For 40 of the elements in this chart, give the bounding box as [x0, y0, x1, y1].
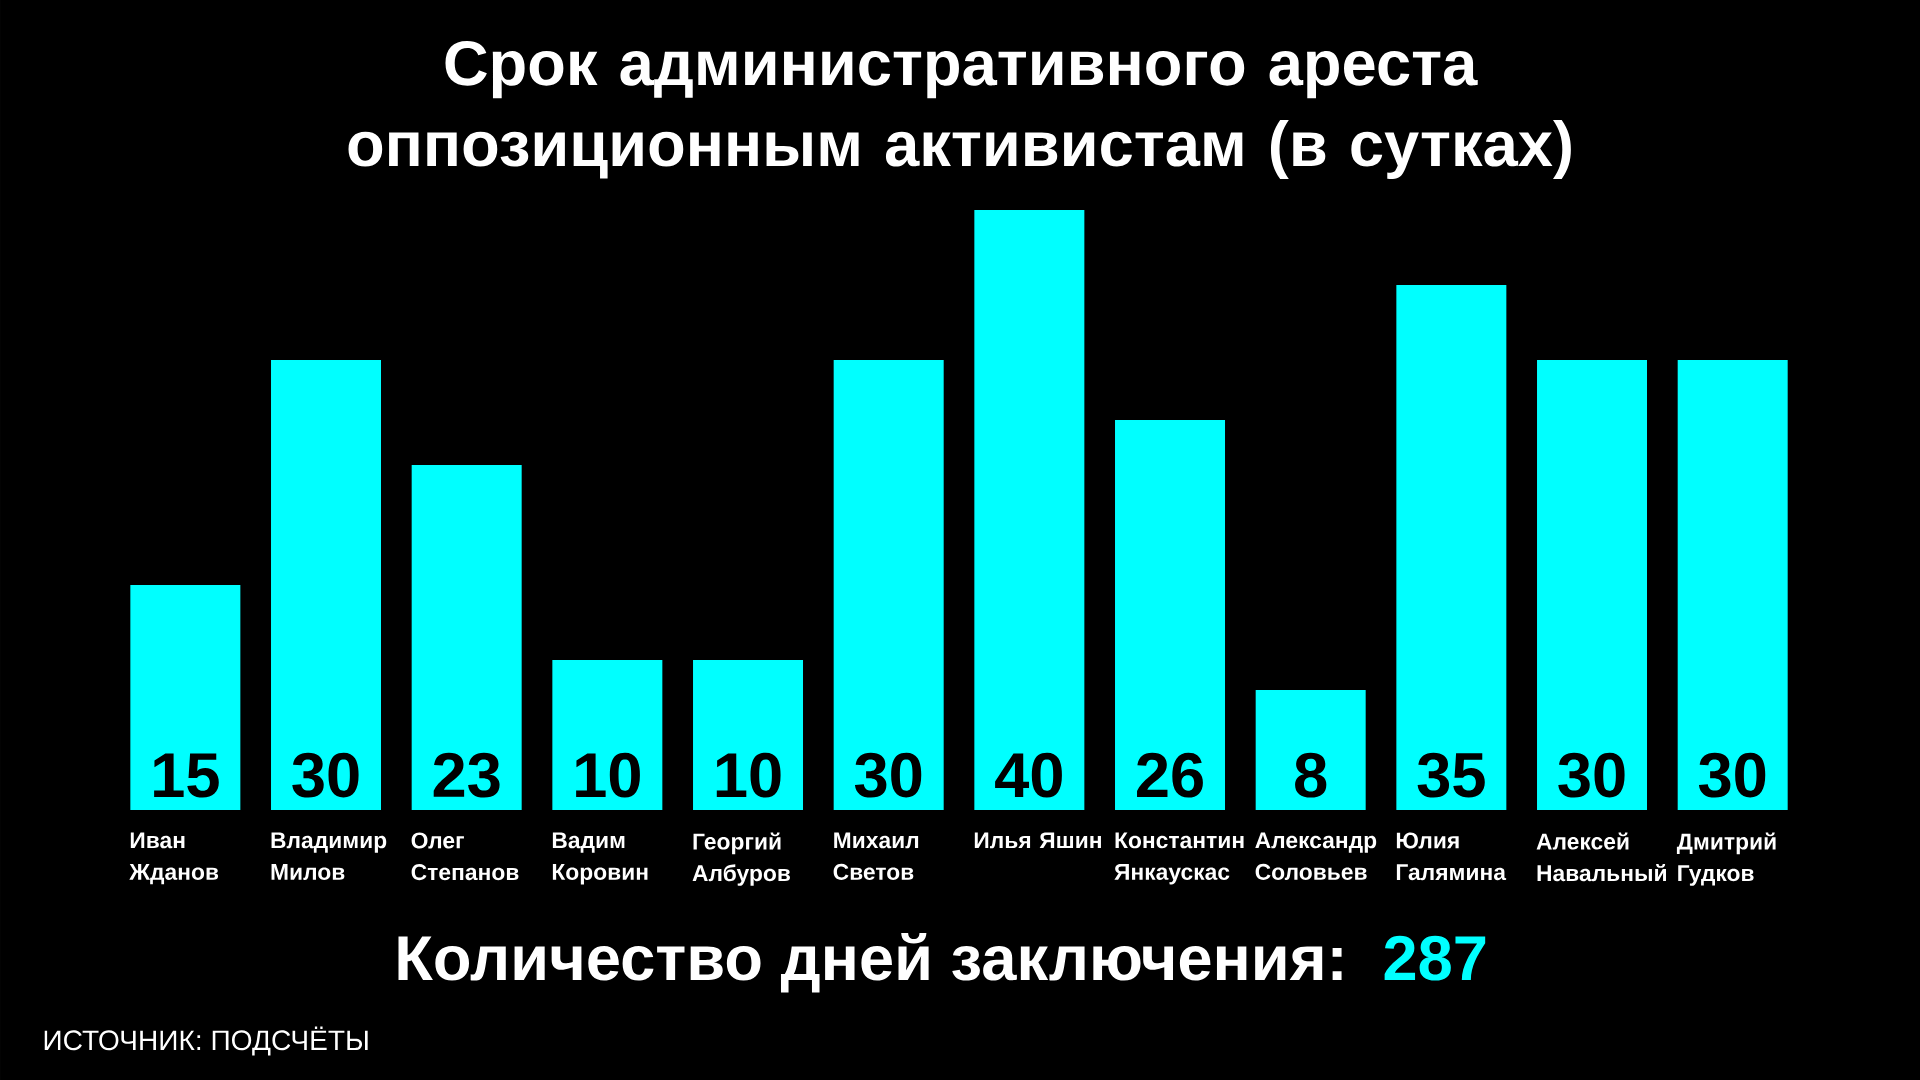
data-label: 10	[716, 752, 781, 798]
data-label: 30	[854, 752, 922, 798]
bar	[1677, 359, 1788, 810]
data-label: 30	[1558, 752, 1625, 798]
data-label: 40	[995, 752, 1062, 798]
bar	[833, 359, 944, 810]
bar	[130, 584, 241, 810]
data-label: 8	[1295, 752, 1327, 798]
bar	[1255, 689, 1366, 810]
bar	[1115, 419, 1226, 810]
x-tick-label: Олег Степанов	[411, 832, 519, 881]
x-tick-label: Иван Жданов	[129, 832, 219, 885]
x-tick-label: Александр Соловьев	[1255, 832, 1377, 880]
bar	[1537, 359, 1648, 810]
chart-title: Срок административного ареста оппозиционным активистам (в сутках)	[348, 40, 1571, 180]
text: Количество дней заключения:	[398, 932, 1342, 993]
x-tick-label: Илья Яшин	[974, 832, 1101, 849]
bar	[974, 209, 1085, 810]
data-label: 30	[292, 752, 359, 798]
bar	[552, 659, 663, 810]
data-label: 26	[1137, 752, 1203, 798]
bar	[271, 359, 382, 810]
text: ИСТОЧНИК: ПОДСЧЁТЫ	[44, 1026, 368, 1056]
x-tick-label: Михаил Светов	[833, 832, 919, 880]
x-tick-label: Вадим Коровин	[552, 832, 648, 885]
data-label: 23	[433, 752, 500, 798]
data-label: 30	[1698, 752, 1766, 798]
x-tick-label: Юлия Галямина	[1396, 832, 1507, 881]
data-label: 35	[1417, 752, 1485, 798]
bar	[411, 464, 522, 810]
text: 287	[1384, 935, 1486, 981]
bar	[1396, 284, 1507, 810]
x-tick-label: Владимир Милов	[271, 832, 387, 880]
bar	[693, 659, 804, 810]
data-label: 15	[154, 753, 219, 798]
x-tick-label: Алексей Навальный	[1536, 832, 1666, 882]
x-tick-label: Георгий Албуров	[692, 832, 790, 886]
data-label: 10	[576, 752, 640, 798]
x-tick-label: Константин Янкаускас	[1114, 832, 1244, 885]
x-tick-label: Дмитрий Гудков	[1676, 832, 1776, 886]
